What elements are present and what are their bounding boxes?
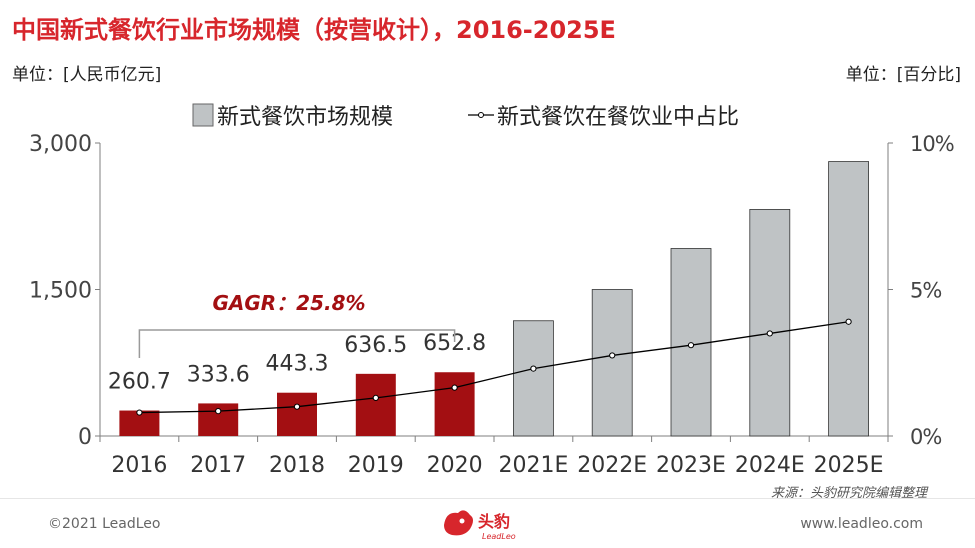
x-axis-tick-label: 2022E — [577, 453, 647, 478]
share-point — [372, 394, 379, 402]
share-line — [139, 321, 849, 414]
chart-area: 新式餐饮市场规模 新式餐饮在餐饮业中占比 0 1,500 3,000 0% 5% 10% 201… — [29, 103, 955, 478]
bar-value-label: 636.5 — [344, 333, 407, 358]
left-axis-tick-label: 3,000 — [29, 132, 92, 157]
left-axis-tick-label: 1,500 — [29, 279, 92, 304]
x-axis-tick-label: 2017 — [190, 453, 246, 478]
chart-title: 中国新式餐饮行业市场规模（按营收计），2016-2025E — [12, 16, 616, 44]
x-axis-tick-label: 2020 — [427, 453, 483, 478]
x-axis-tick-label: 2016 — [111, 453, 167, 478]
share-point — [215, 407, 222, 415]
right-axis-tick-label: 10% — [910, 132, 954, 156]
x-axis-tick-label: 2023E — [656, 453, 726, 478]
bar-2021E — [513, 320, 554, 437]
bar-value-label: 260.7 — [108, 370, 171, 395]
logo-subtext: LeadLeo — [482, 532, 516, 541]
x-axis-tick-label: 2019 — [348, 453, 404, 478]
share-point — [530, 365, 537, 372]
logo-text: 头豹 — [478, 512, 510, 531]
share-point — [293, 403, 301, 410]
right-axis-tick-label: 0% — [910, 425, 941, 449]
website-text: www.leadleo.com — [800, 516, 923, 532]
legend-line-label: 新式餐饮在餐饮业中占比 — [497, 105, 739, 130]
leadleo-logo: 头豹 LeadLeo — [444, 510, 516, 541]
x-axis-tick-label: 2021E — [498, 453, 568, 478]
bar-2025E — [828, 161, 869, 437]
left-axis-tick-label: 0 — [78, 425, 92, 450]
share-point — [687, 342, 695, 349]
footer-divider — [0, 498, 975, 499]
right-axis-tick-label: 5% — [910, 279, 941, 303]
x-axis-tick-label: 2018 — [269, 453, 325, 478]
share-point — [451, 384, 458, 391]
source-note: 来源：头豹研究院编辑整理 — [770, 486, 927, 501]
bar-2018 — [277, 392, 317, 436]
share-point — [609, 352, 616, 359]
bar-2020 — [434, 372, 475, 436]
x-axis-tick-label: 2025E — [814, 453, 884, 478]
gagr-bracket — [138, 329, 456, 358]
share-point — [766, 330, 773, 337]
bar-2022E — [591, 289, 633, 437]
legend-bar-swatch — [192, 103, 214, 127]
bar-2019 — [355, 373, 396, 436]
x-axis-tick-label: 2024E — [735, 453, 805, 478]
right-unit-label: 单位：[百分比] — [845, 65, 961, 85]
bar-2024E — [749, 209, 791, 437]
share-point — [845, 318, 852, 325]
legend-bar-label: 新式餐饮市场规模 — [217, 105, 393, 130]
share-point — [136, 409, 143, 416]
bar-value-label: 443.3 — [266, 352, 329, 377]
gagr-annotation: GAGR：25.8% — [212, 291, 365, 315]
left-unit-label: 单位：[人民币亿元] — [12, 65, 162, 85]
copyright-text: ©2021 LeadLeo — [48, 516, 161, 532]
legend-line-marker — [478, 112, 484, 118]
bar-value-label: 333.6 — [187, 362, 250, 387]
